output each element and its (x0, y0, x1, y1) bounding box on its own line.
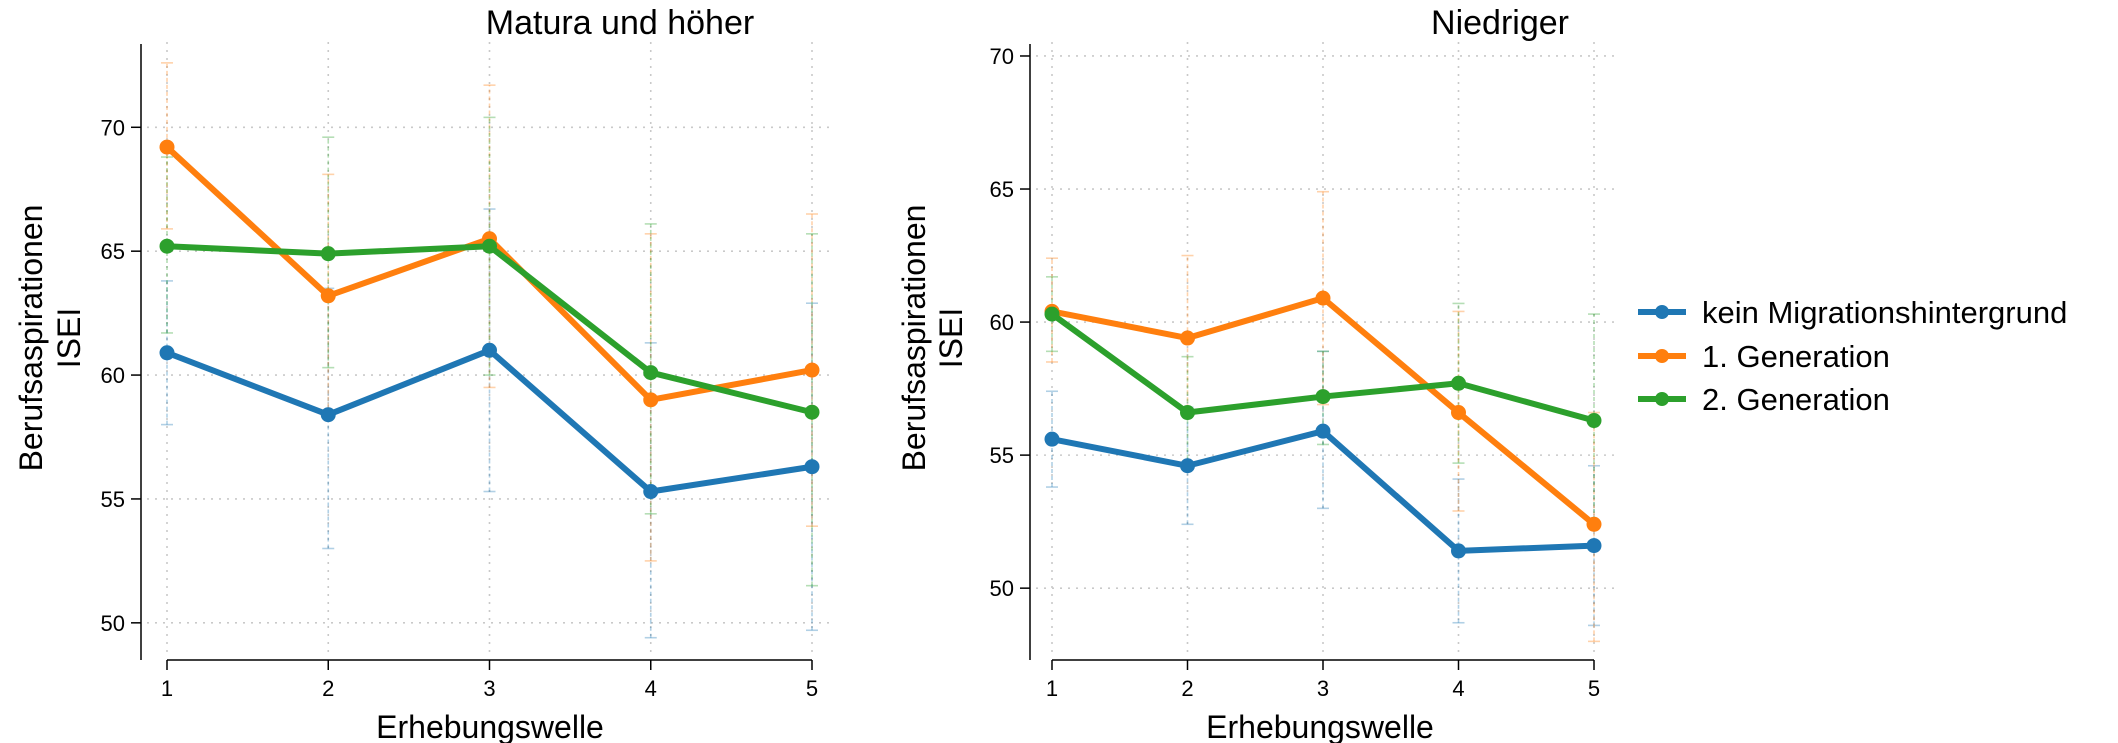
data-point-2-generation (1315, 389, 1331, 405)
data-point-1-generation (1315, 290, 1331, 306)
data-point-kein-migrationshintergrund (643, 484, 659, 500)
data-point-kein-migrationshintergrund (1315, 423, 1331, 439)
legend-marker (1655, 349, 1669, 363)
y-tick-label: 65 (101, 239, 125, 264)
y-tick-label: 55 (101, 487, 125, 512)
data-point-1-generation (1180, 330, 1195, 346)
data-point-1-generation (159, 139, 175, 155)
data-point-kein-migrationshintergrund (1044, 431, 1060, 447)
panel-niedriger: Niedriger 50 55 60 65 70 1 2 3 4 5 Erhebungswelle… (896, 4, 1614, 743)
y-tick-label: 65 (990, 177, 1014, 202)
data-point-1-generation (643, 392, 659, 408)
legend-label: 1. Generation (1702, 339, 1890, 374)
y-tick-label: 55 (990, 443, 1014, 468)
error-bar-2-generation (644, 223, 657, 515)
legend-label: 2. Generation (1702, 382, 1890, 417)
data-point-kein-migrationshintergrund (804, 459, 820, 475)
legend-marker (1655, 305, 1669, 319)
data-point-2-generation (482, 238, 497, 254)
y-tick-label: 70 (990, 44, 1014, 69)
y-axis-label-line2: ISEI (51, 308, 87, 368)
gridlines (147, 42, 832, 658)
y-tick-label: 50 (990, 576, 1014, 601)
x-tick-label: 1 (1046, 676, 1058, 701)
data-point-kein-migrationshintergrund (1451, 543, 1466, 559)
data-point-2-generation (1180, 405, 1195, 421)
y-tick-label: 60 (101, 363, 125, 388)
data-point-1-generation (1451, 405, 1466, 421)
legend-item-kein-migrationshintergrund: kein Migrationshintergrund (1638, 295, 2067, 330)
legend: kein Migrationshintergrund 1. Generation… (1638, 295, 2067, 417)
y-tick-label: 60 (990, 310, 1014, 335)
x-axis-label: Erhebungswelle (376, 709, 604, 743)
x-tick-label: 4 (1452, 676, 1464, 701)
data-point-kein-migrationshintergrund (1180, 458, 1195, 474)
data-point-2-generation (320, 246, 336, 262)
x-axis-label: Erhebungswelle (1206, 709, 1434, 743)
error-bar-1-generation (483, 84, 496, 389)
data-point-2-generation (1451, 375, 1466, 391)
data-point-kein-migrationshintergrund (482, 342, 497, 358)
legend-item-2-generation: 2. Generation (1638, 382, 1890, 417)
error-bar-kein-migrationshintergrund (1046, 390, 1058, 488)
data-point-2-generation (159, 238, 175, 254)
data-point-2-generation (804, 404, 820, 420)
x-tick-label: 3 (1317, 676, 1329, 701)
y-axis-label-line2: ISEI (933, 308, 969, 368)
data-point-1-generation (1586, 516, 1602, 532)
axes (1020, 44, 1595, 670)
legend-item-1-generation: 1. Generation (1638, 339, 1890, 374)
panel-title: Niedriger (1431, 4, 1569, 42)
tick-labels: 50 55 60 65 70 1 2 3 4 5 (101, 115, 819, 701)
y-tick-label: 70 (101, 115, 125, 140)
data-point-2-generation (643, 365, 659, 381)
x-tick-label: 5 (1588, 676, 1600, 701)
y-axis-label-line1: Berufsaspirationen (896, 205, 932, 472)
data-point-kein-migrationshintergrund (159, 345, 175, 361)
panel-matura: Matura und höher 50 55 60 65 70 1 2 3 4 5 Erhebun… (13, 4, 832, 743)
error-bar-1-generation (161, 62, 173, 230)
legend-label: kein Migrationshintergrund (1702, 295, 2067, 330)
x-tick-label: 3 (483, 676, 495, 701)
data-point-1-generation (804, 362, 820, 378)
y-axis-label-line1: Berufsaspirationen (13, 205, 49, 472)
data-points (1044, 290, 1602, 559)
y-tick-label: 50 (101, 611, 125, 636)
x-tick-label: 2 (322, 676, 334, 701)
data-point-2-generation (1044, 306, 1060, 322)
data-point-1-generation (320, 288, 336, 304)
x-tick-label: 2 (1181, 676, 1193, 701)
data-points (159, 139, 820, 500)
data-point-kein-migrationshintergrund (320, 407, 336, 423)
tick-labels: 50 55 60 65 70 1 2 3 4 5 (990, 44, 1601, 701)
panel-title: Matura und höher (486, 4, 754, 42)
data-point-2-generation (1586, 413, 1602, 429)
gridlines (1036, 42, 1614, 658)
x-tick-label: 1 (161, 676, 173, 701)
legend-marker (1655, 392, 1669, 406)
data-point-kein-migrationshintergrund (1586, 538, 1602, 554)
x-tick-label: 5 (806, 676, 818, 701)
x-tick-label: 4 (645, 676, 657, 701)
axes (131, 44, 813, 670)
